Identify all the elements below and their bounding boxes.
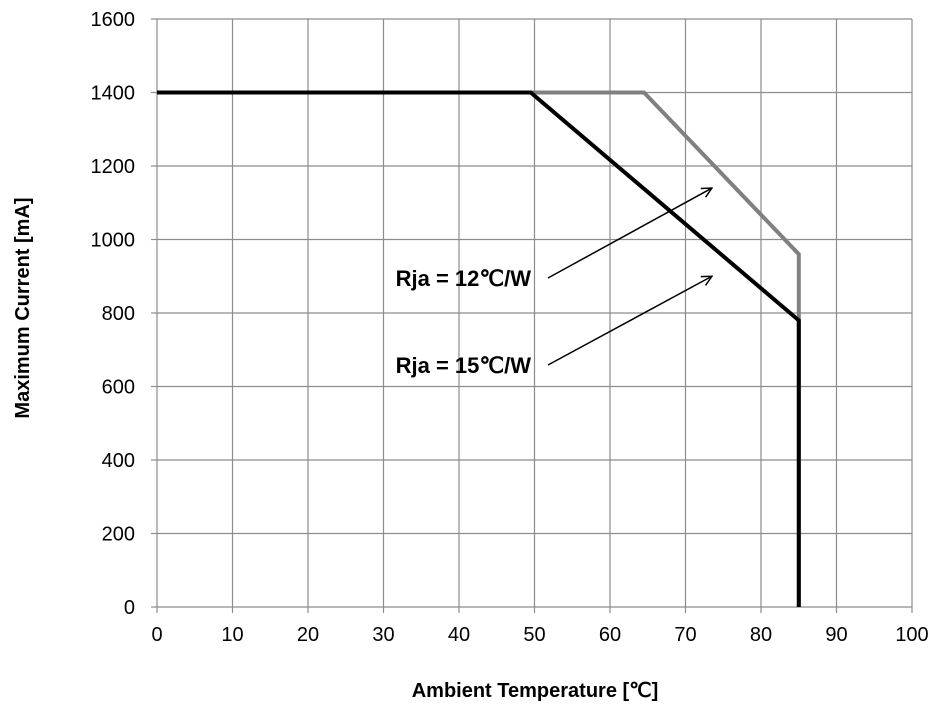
x-tick-label: 70: [674, 624, 696, 646]
series-lines: [157, 90, 801, 607]
series-line-1: [157, 90, 801, 607]
annotation-arrow-1: [547, 188, 712, 279]
x-tick-label: 30: [372, 624, 394, 646]
y-tick-label: 800: [102, 303, 135, 325]
y-tick-label: 200: [102, 524, 135, 546]
y-tick-label: 400: [102, 450, 135, 472]
x-tick-label: 40: [448, 624, 470, 646]
x-tick-label: 20: [297, 624, 319, 646]
grid-lines: [156, 18, 913, 608]
y-tick-label: 1200: [91, 156, 136, 178]
annotation-arrow-2: [547, 276, 712, 366]
y-tick-label: 0: [124, 597, 135, 619]
annotation-label-2: Rja = 15℃/W: [396, 353, 532, 378]
y-tick-label: 600: [102, 377, 135, 399]
y-tick-label: 1400: [91, 83, 136, 105]
y-tick-label: 1000: [91, 230, 136, 252]
annotations: Rja = 12℃/W Rja = 15℃/W: [396, 188, 712, 378]
y-axis: 0 200 400 600 800 1000 1200 1400 1600: [91, 9, 157, 619]
annotation-label-1: Rja = 12℃/W: [396, 266, 532, 291]
x-tick-label: 100: [895, 624, 928, 646]
x-tick-label: 90: [825, 624, 847, 646]
y-axis-title: Maximum Current [mA]: [12, 197, 34, 418]
y-tick-label: 1600: [91, 9, 136, 31]
x-tick-label: 80: [750, 624, 772, 646]
series-line-2: [157, 90, 801, 607]
x-tick-label: 10: [221, 624, 243, 646]
x-tick-label: 60: [599, 624, 621, 646]
x-axis: 0 10 20 30 40 50 60 70 80 90 100: [151, 607, 929, 646]
x-axis-title: Ambient Temperature [℃]: [412, 680, 659, 702]
x-tick-label: 0: [151, 624, 162, 646]
x-tick-label: 50: [523, 624, 545, 646]
